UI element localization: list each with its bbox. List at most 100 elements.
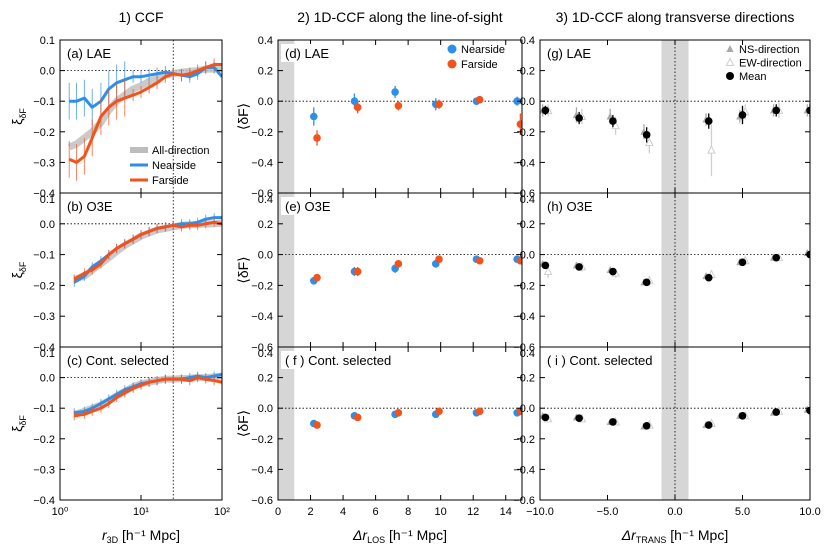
y-tick-label: −0.2	[251, 280, 273, 292]
panel-label: (e) O3E	[285, 199, 331, 214]
x-tick-label: 0.0	[667, 506, 682, 518]
data-point	[394, 260, 403, 268]
x-axis-label: ΔrTRANS [h⁻¹ Mpc]	[621, 527, 728, 545]
data-point	[611, 120, 621, 130]
panel-label: ( f ) Cont. selected	[285, 353, 391, 368]
panel-label-bg	[63, 44, 116, 62]
y-tick-label: −0.6	[513, 188, 535, 200]
y-tick-label: −0.1	[33, 403, 55, 415]
y-axis-label-sub: δF	[18, 108, 28, 119]
y-axis-label-main: ξ	[9, 426, 25, 432]
y-tick-label: 0.4	[520, 194, 535, 206]
panel-label-bg	[63, 351, 173, 369]
x-axis-label: ΔrLOS [h⁻¹ Mpc]	[352, 527, 447, 545]
y-tick-label: −0.4	[33, 188, 55, 200]
x-tick-label: 12	[467, 506, 479, 518]
column-title: 3) 1D-CCF along transverse directions	[556, 9, 795, 25]
plot-area	[540, 249, 810, 287]
plot-area	[309, 407, 522, 429]
y-tick-label: −0.4	[33, 495, 55, 507]
y-tick-label: −0.1	[33, 96, 55, 108]
panel-7: 0.4 0.2 0.0 −0.2 −0.4 −0.6 (g) LAE 3) 1D-CCF al…	[513, 9, 811, 200]
panel-8: 0.4 0.2 0.0 −0.2 −0.4 −0.6 (h) O3E	[513, 192, 811, 354]
x-tick-label: 10⁰	[52, 506, 69, 518]
y-tick-label: 0.4	[258, 194, 273, 206]
data-point	[806, 106, 810, 115]
x-axis-label-main: r	[102, 527, 108, 543]
data-point	[475, 256, 484, 265]
data-point	[309, 112, 318, 121]
y-axis-label-sub: δF	[18, 415, 28, 426]
y-tick-label: −0.4	[251, 464, 273, 476]
panel-label-bg	[281, 197, 335, 215]
shaded-band	[278, 40, 295, 193]
data-point	[541, 413, 550, 422]
y-tick-label: 0.0	[520, 96, 535, 108]
x-axis-label-unit: [h⁻¹ Mpc]	[666, 527, 728, 543]
series-line-farside	[73, 220, 222, 281]
data-point	[313, 273, 321, 282]
data-point	[516, 407, 522, 416]
y-tick-label: −0.4	[513, 311, 535, 323]
plot-area	[73, 213, 222, 287]
y-tick-label: −0.4	[251, 157, 273, 169]
data-point	[575, 414, 583, 422]
y-tick-label: 0.0	[40, 66, 55, 78]
data-point	[475, 95, 484, 104]
y-tick-label: −0.2	[513, 434, 535, 446]
data-point	[435, 100, 443, 109]
legend-label: Nearside	[461, 44, 505, 56]
x-tick-label: 14	[500, 506, 512, 518]
data-point	[435, 255, 443, 264]
panel-2: 0.1 0.0 −0.1 −0.2 −0.3 −0.4 (b) O3E ξδF	[9, 192, 223, 354]
y-axis-label: ξδF	[9, 108, 28, 125]
panel-5: 0.4 0.2 0.0 −0.2 −0.4 −0.6 (e) O3E ⟨δF⟩	[235, 192, 523, 354]
y-tick-label: −0.3	[33, 464, 55, 476]
data-point	[704, 117, 713, 125]
data-point	[435, 407, 443, 416]
panel-label: (a) LAE	[67, 46, 111, 61]
y-tick-label: −0.2	[33, 434, 55, 446]
y-tick-label: 0.4	[520, 35, 535, 47]
legend-swatch	[725, 57, 735, 66]
x-axis-label-sub: TRANS	[636, 535, 667, 545]
data-point	[642, 278, 651, 287]
data-point	[575, 114, 583, 122]
data-point	[541, 106, 550, 115]
y-tick-label: −0.6	[251, 495, 273, 507]
panel-4: 0.4 0.2 0.0 −0.2 −0.4 −0.6 (d) LAE 2) 1D-CCF al…	[235, 9, 523, 200]
data-point	[772, 253, 781, 262]
legend-swatch	[726, 72, 734, 80]
panel-label: ( i ) Cont. selected	[547, 353, 653, 368]
y-tick-label: 0.2	[520, 373, 535, 385]
data-point	[516, 256, 522, 265]
plot-area	[309, 85, 522, 146]
data-point	[313, 134, 321, 142]
y-axis-label: ξδF	[9, 261, 28, 278]
shaded-band	[278, 193, 295, 347]
panel-label: (d) LAE	[285, 46, 329, 61]
y-tick-label: 0.0	[40, 219, 55, 231]
shaded-band	[278, 347, 295, 500]
legend-label: Farside	[461, 59, 498, 71]
x-axis-label-main: Δr	[352, 527, 368, 543]
panel-label-bg	[543, 351, 657, 369]
data-point	[575, 263, 583, 271]
data-point	[394, 408, 403, 417]
column-title: 1) CCF	[118, 9, 163, 25]
y-axis-label-sub: δF	[18, 261, 28, 272]
data-point	[644, 137, 654, 147]
data-point	[394, 101, 403, 110]
data-point	[704, 273, 713, 282]
x-tick-label: 4	[340, 506, 346, 518]
panel-label: (g) LAE	[547, 46, 591, 61]
y-tick-label: 0.0	[258, 96, 273, 108]
y-axis-label-main: ξ	[9, 119, 25, 125]
y-tick-label: 0.0	[520, 403, 535, 415]
x-tick-label: −5.0	[597, 506, 619, 518]
data-point	[543, 266, 553, 276]
data-point	[353, 103, 362, 112]
plot-area	[540, 405, 810, 430]
